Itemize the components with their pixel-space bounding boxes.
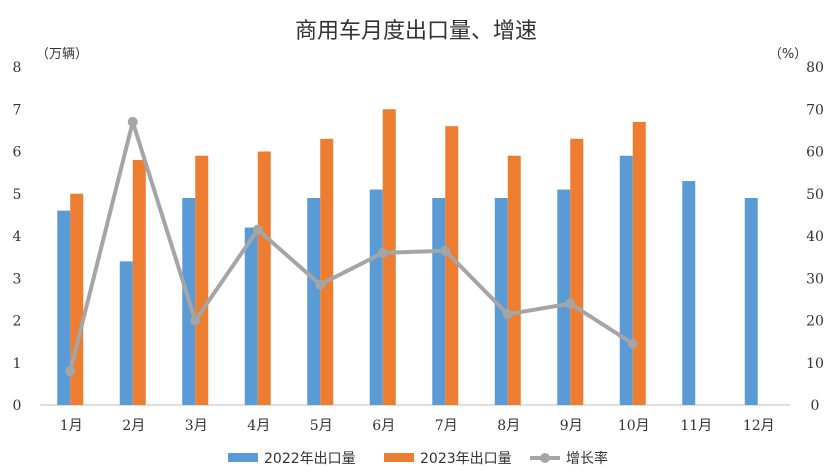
growth-rate-point bbox=[127, 116, 138, 127]
legend: 2022年出口量 2023年出口量 增长率 bbox=[228, 450, 608, 467]
bar-2023 bbox=[382, 109, 396, 405]
x-tick-label: 7月 bbox=[435, 418, 458, 434]
legend-marker bbox=[540, 453, 550, 463]
growth-rate-point bbox=[65, 366, 76, 377]
bar-2023 bbox=[632, 121, 646, 406]
y-left-tick-label: 2 bbox=[13, 314, 22, 330]
legend-label: 增长率 bbox=[566, 450, 608, 467]
y-left-tick-label: 0 bbox=[13, 398, 22, 414]
bar-2022 bbox=[119, 261, 133, 405]
bar-2023 bbox=[195, 155, 209, 405]
bar-2023 bbox=[132, 159, 146, 405]
bar-2023 bbox=[320, 138, 334, 405]
growth-rate-line bbox=[68, 119, 634, 372]
growth-rate-point bbox=[315, 279, 326, 290]
growth-rate-point bbox=[377, 247, 388, 258]
x-tick-label: 2月 bbox=[122, 418, 145, 434]
legend-swatch bbox=[228, 453, 258, 462]
y-left-tick-label: 7 bbox=[13, 102, 22, 118]
y-left-tick-label: 6 bbox=[13, 145, 22, 161]
growth-rate-point bbox=[565, 298, 576, 309]
y-right-tick-label: 60 bbox=[806, 145, 824, 161]
legend-label: 2023年出口量 bbox=[420, 451, 512, 467]
bar-2022 bbox=[557, 189, 571, 405]
y-right-tick-label: 10 bbox=[806, 356, 824, 372]
bar-2023 bbox=[445, 126, 459, 406]
right-axis-unit: （%） bbox=[769, 47, 807, 62]
y-left-tick-label: 5 bbox=[13, 187, 22, 203]
y-left-tick-label: 3 bbox=[13, 271, 22, 287]
x-tick-label: 3月 bbox=[185, 418, 208, 434]
legend-swatch bbox=[384, 453, 414, 462]
x-tick-label: 12月 bbox=[743, 418, 775, 434]
bars bbox=[57, 109, 758, 406]
left-axis-unit: （万辆） bbox=[36, 47, 88, 62]
y-right-tick-label: 70 bbox=[806, 102, 824, 118]
growth-rate-point bbox=[502, 309, 513, 320]
x-tick-label: 4月 bbox=[247, 418, 270, 434]
y-left-tick-label: 1 bbox=[13, 356, 22, 372]
x-tick-label: 9月 bbox=[560, 418, 583, 434]
bar-2023 bbox=[257, 151, 271, 405]
y-right-tick-label: 20 bbox=[806, 314, 824, 330]
bar-2022 bbox=[494, 197, 508, 405]
x-tick-label: 5月 bbox=[310, 418, 333, 434]
bar-2023 bbox=[570, 138, 584, 405]
growth-rate-point bbox=[627, 338, 638, 349]
bar-2022 bbox=[432, 197, 446, 405]
growth-rate-point bbox=[440, 245, 451, 256]
bar-2022 bbox=[744, 197, 758, 405]
x-tick-label: 1月 bbox=[60, 418, 83, 434]
y-left-tick-label: 8 bbox=[13, 60, 22, 76]
y-right-tick-label: 80 bbox=[806, 60, 824, 76]
y-left-tick-label: 4 bbox=[13, 229, 22, 245]
y-right-tick-label: 0 bbox=[811, 398, 820, 414]
x-tick-label: 10月 bbox=[618, 418, 650, 434]
bar-2022 bbox=[307, 197, 321, 405]
bar-2022 bbox=[682, 181, 696, 405]
growth-rate-point bbox=[190, 315, 201, 326]
x-tick-label: 6月 bbox=[372, 418, 395, 434]
bar-2022 bbox=[57, 210, 71, 405]
bar-2022 bbox=[369, 189, 383, 405]
y-right-tick-label: 30 bbox=[806, 271, 824, 287]
chart-title: 商用车月度出口量、增速 bbox=[295, 19, 537, 44]
growth-line bbox=[65, 116, 638, 377]
bar-2022 bbox=[619, 155, 633, 405]
y-right-tick-label: 50 bbox=[806, 187, 824, 203]
bar-2022 bbox=[244, 227, 258, 405]
bar-2023 bbox=[507, 155, 521, 405]
x-tick-label: 11月 bbox=[680, 418, 712, 434]
growth-rate-point bbox=[252, 224, 263, 235]
y-right-tick-label: 40 bbox=[806, 229, 824, 245]
legend-label: 2022年出口量 bbox=[264, 451, 356, 467]
x-tick-label: 8月 bbox=[497, 418, 520, 434]
